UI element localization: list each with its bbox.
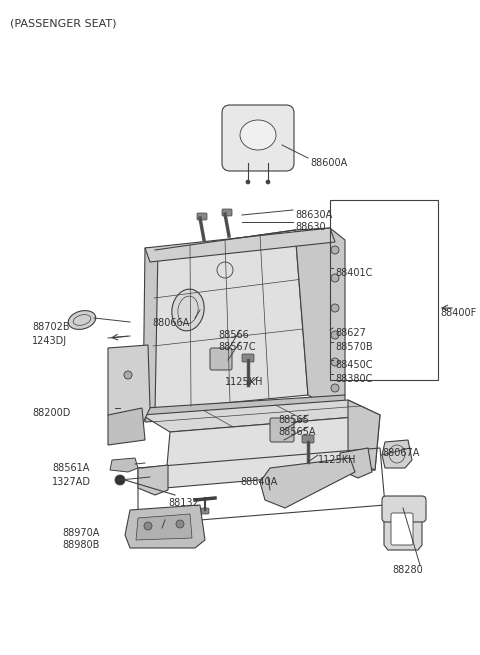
Circle shape [331,246,339,254]
FancyBboxPatch shape [391,513,413,545]
Polygon shape [340,448,372,478]
Circle shape [331,384,339,392]
Text: 88565: 88565 [278,415,309,425]
Ellipse shape [240,120,276,150]
FancyBboxPatch shape [197,213,207,220]
Polygon shape [108,408,145,445]
FancyBboxPatch shape [382,496,426,522]
Text: 1125KH: 1125KH [225,377,264,387]
Text: 88400F: 88400F [440,308,476,318]
Polygon shape [108,345,150,428]
Text: 88561A: 88561A [52,463,89,473]
Polygon shape [143,248,158,412]
Text: 1125KH: 1125KH [318,455,357,465]
Text: 88970A: 88970A [62,528,99,538]
FancyBboxPatch shape [222,209,232,216]
Text: 88566: 88566 [218,330,249,340]
Ellipse shape [68,310,96,329]
Text: 88066A: 88066A [152,318,189,328]
Circle shape [144,522,152,530]
Text: 88067A: 88067A [382,448,420,458]
Bar [330,200,438,380]
FancyBboxPatch shape [201,508,209,514]
Polygon shape [165,415,380,488]
Polygon shape [138,465,168,495]
Polygon shape [384,505,422,550]
Circle shape [124,371,132,379]
Text: 88280: 88280 [392,565,423,575]
Circle shape [331,358,339,366]
FancyBboxPatch shape [270,418,294,442]
Text: 88600A: 88600A [310,158,347,168]
Text: 88630: 88630 [295,222,325,232]
Text: 88380C: 88380C [335,374,372,384]
Circle shape [246,180,250,184]
Polygon shape [125,505,205,548]
Text: 88630A: 88630A [295,210,332,220]
Text: 88567C: 88567C [218,342,256,352]
Circle shape [266,180,270,184]
Polygon shape [382,440,412,468]
Polygon shape [145,395,345,422]
Text: 88980B: 88980B [62,540,99,550]
Text: 88570B: 88570B [335,342,372,352]
Text: 88702B: 88702B [32,322,70,332]
Circle shape [115,475,125,485]
Circle shape [331,274,339,282]
Polygon shape [348,400,380,470]
Circle shape [331,331,339,339]
FancyBboxPatch shape [242,354,254,362]
Text: 88132: 88132 [168,498,199,508]
Circle shape [176,520,184,528]
Polygon shape [152,230,308,410]
Text: 88565A: 88565A [278,427,315,437]
Text: 88840A: 88840A [240,477,277,487]
FancyBboxPatch shape [222,105,294,171]
Text: 88627: 88627 [335,328,366,338]
Text: (PASSENGER SEAT): (PASSENGER SEAT) [10,18,117,28]
Polygon shape [142,400,380,432]
Ellipse shape [172,289,204,331]
FancyBboxPatch shape [210,348,232,370]
Text: 1243DJ: 1243DJ [32,336,67,346]
Polygon shape [136,514,192,540]
Polygon shape [145,228,335,262]
Text: 88200D: 88200D [32,408,71,418]
FancyBboxPatch shape [302,435,314,443]
Text: 88450C: 88450C [335,360,372,370]
Polygon shape [295,228,345,408]
Polygon shape [260,458,355,508]
Circle shape [331,304,339,312]
Polygon shape [110,458,138,472]
Text: 1327AD: 1327AD [52,477,91,487]
Text: 88401C: 88401C [335,268,372,278]
